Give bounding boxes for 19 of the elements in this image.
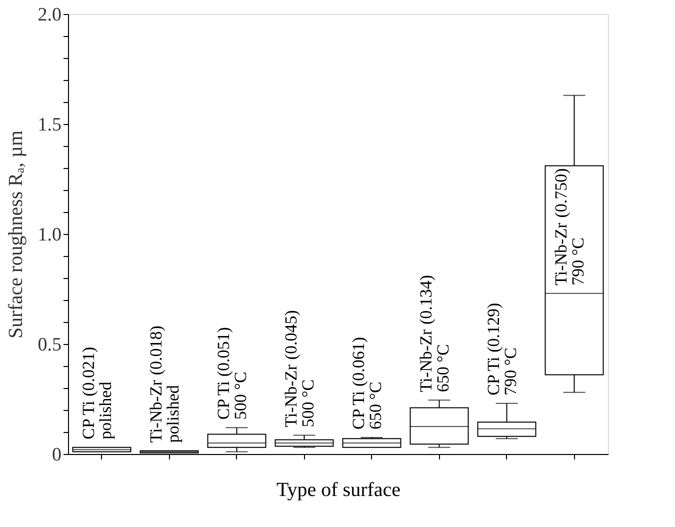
x-axis-title: Type of surface <box>276 479 401 501</box>
annotation: (0.051) <box>214 327 233 377</box>
annotation: (0.018) <box>146 326 166 376</box>
x-tick-label: Ti-Nb-Zr 500 °C <box>281 364 318 428</box>
annotation: (0.045) <box>281 310 300 360</box>
annotation: (0.750) <box>551 168 570 218</box>
annotation: (0.021) <box>78 346 98 396</box>
annotation: (0.129) <box>484 302 503 352</box>
y-tick-label: 0.5 <box>38 334 62 356</box>
annotation: (0.134) <box>416 274 436 324</box>
annotation: (0.061) <box>348 336 368 386</box>
x-tick-label: Ti-Nb-Zr polished <box>146 380 182 443</box>
y-tick-label: 1.0 <box>38 224 62 246</box>
y-tick-label: 0 <box>52 444 62 466</box>
y-axis-title: Surface roughness Rₐ, µm <box>4 130 27 339</box>
y-tick-label: 2.0 <box>38 4 62 26</box>
x-tick-label: Ti-Nb-Zr 650 °C <box>416 329 452 392</box>
y-tick-label: 1.5 <box>38 114 62 136</box>
x-tick-label: Ti-Nb-Zr 790 °C <box>551 222 588 286</box>
